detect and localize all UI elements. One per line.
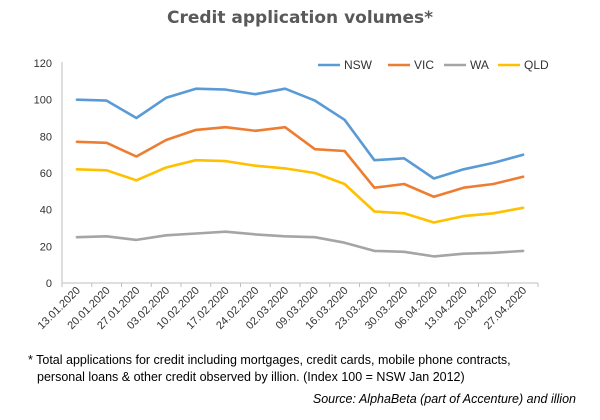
y-tick-label: 40: [40, 205, 52, 217]
footnote-line-2: personal loans & other credit observed b…: [37, 370, 465, 384]
series-line-vic: [75, 125, 525, 199]
series-line-nsw: [75, 87, 525, 180]
series-line-qld: [75, 158, 525, 224]
legend-label-qld: QLD: [524, 58, 549, 72]
y-tick-label: 20: [40, 241, 52, 253]
footnote: * Total applications for credit includin…: [28, 352, 588, 386]
y-tick-label: 120: [34, 58, 52, 70]
line-chart: 02040608010012013.01.202020.01.202027.01…: [34, 58, 549, 332]
source-note: Source: AlphaBeta (part of Accenture) an…: [312, 392, 576, 406]
legend-label-nsw: NSW: [344, 58, 373, 72]
legend-label-wa: WA: [470, 58, 489, 72]
chart-title: Credit application volumes*: [166, 8, 434, 28]
y-tick-label: 60: [40, 168, 52, 180]
legend-label-vic: VIC: [414, 58, 434, 72]
y-tick-label: 80: [40, 131, 52, 143]
y-tick-label: 0: [46, 278, 52, 290]
series-line-wa: [75, 230, 525, 258]
footnote-line-1: * Total applications for credit includin…: [28, 353, 511, 367]
y-tick-label: 100: [34, 95, 52, 107]
